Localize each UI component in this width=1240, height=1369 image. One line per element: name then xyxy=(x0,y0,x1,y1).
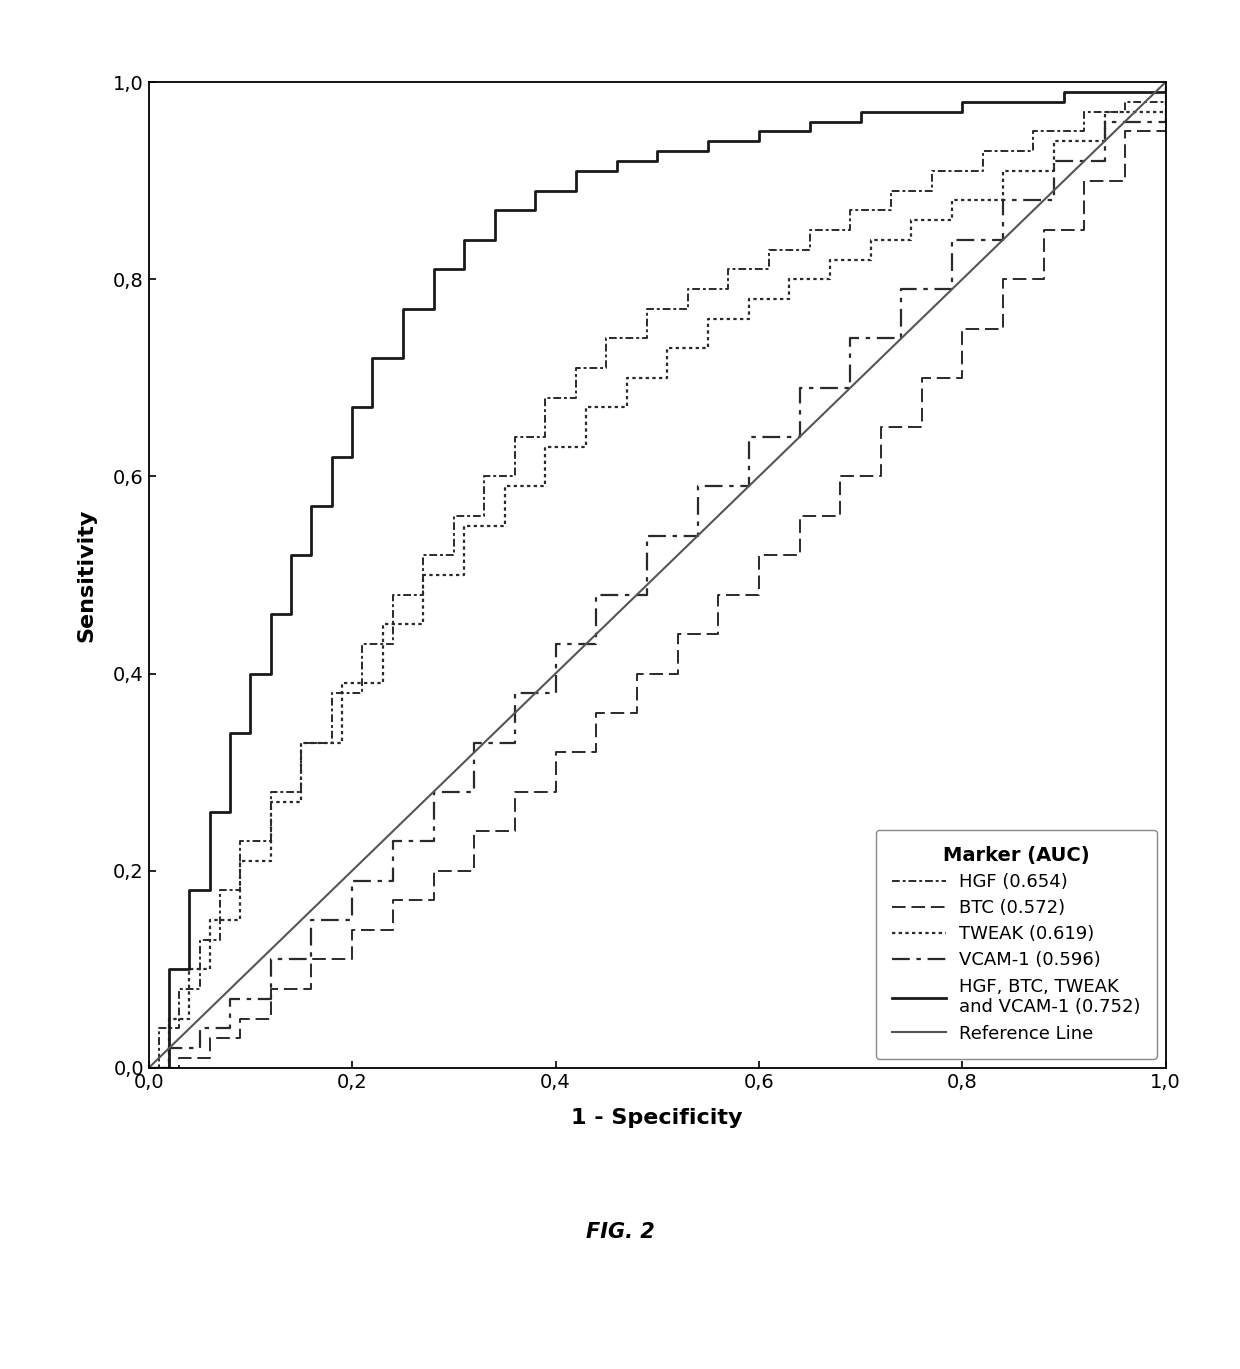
Y-axis label: Sensitivity: Sensitivity xyxy=(77,508,97,642)
Legend: HGF (0.654), BTC (0.572), TWEAK (0.619), VCAM-1 (0.596), HGF, BTC, TWEAK
and VCA: HGF (0.654), BTC (0.572), TWEAK (0.619),… xyxy=(875,830,1157,1058)
X-axis label: 1 - Specificity: 1 - Specificity xyxy=(572,1109,743,1128)
Text: FIG. 2: FIG. 2 xyxy=(585,1223,655,1242)
